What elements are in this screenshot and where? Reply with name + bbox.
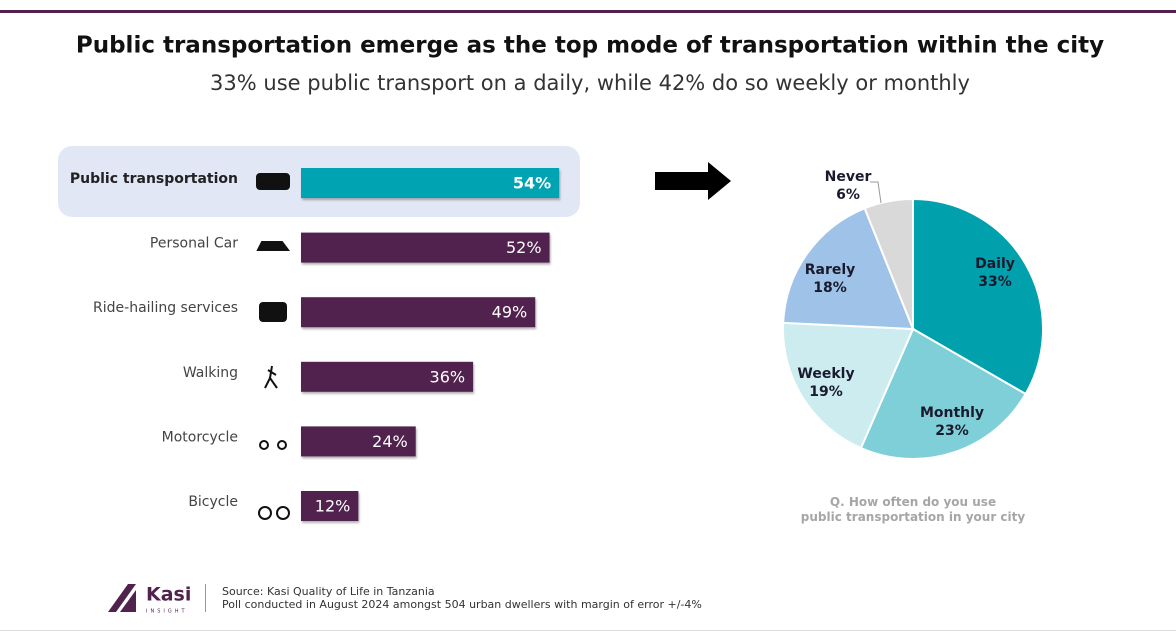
slice-value: 18% (813, 280, 847, 296)
pie-slice (863, 197, 914, 330)
icons (256, 173, 290, 520)
bar-chart: Public transportation 54% Personal Car 52% R… (58, 146, 580, 521)
category-label: Motorcycle (162, 429, 238, 445)
moto-icon (277, 440, 287, 450)
car-icon (256, 241, 290, 251)
bar (301, 297, 536, 328)
bike-icon (276, 506, 290, 520)
pie-slice (782, 321, 915, 450)
category-label: Public transportation (70, 171, 238, 187)
category-label: Walking (183, 365, 238, 381)
slice-label: Weekly (797, 366, 854, 382)
arrow (655, 162, 731, 200)
source: Source: Kasi Quality of Life in Tanzania (222, 585, 435, 598)
bar (301, 491, 359, 521)
pie-slice (782, 207, 915, 331)
taxi-icon (259, 302, 287, 322)
logo-mark (108, 584, 136, 612)
value-label: 36% (430, 367, 466, 386)
bar (301, 168, 560, 198)
value-label: 12% (315, 497, 351, 516)
logo-tagline: INSIGHT (146, 609, 188, 615)
question-note: Q. How often do you use public transporta… (801, 495, 1026, 524)
value-label: 49% (492, 303, 528, 322)
walk-icon (264, 365, 278, 389)
pie-slice (859, 327, 1027, 460)
bus-icon (256, 173, 290, 190)
bar (301, 361, 474, 392)
slice-value: 19% (809, 384, 843, 400)
slice-value: 23% (935, 423, 969, 439)
logo-name: Kasi (146, 584, 191, 606)
subtitle: 33% use public transport on a daily, whi… (210, 71, 970, 95)
slice-value: 33% (978, 274, 1012, 290)
category-label: Ride-hailing services (93, 300, 238, 316)
leader-line (870, 181, 882, 204)
slice-value: 6% (836, 187, 860, 203)
moto-icon (259, 440, 269, 450)
value-label: 52% (506, 238, 542, 257)
pie-chart: Daily 33% Monthly 23% Weekly 19% Rarely 18% Neve… (782, 169, 1044, 524)
title: Public transportation emerge as the top … (76, 33, 1104, 59)
bar (301, 232, 550, 263)
value-label: 54% (513, 174, 551, 193)
slice-label: Daily (975, 256, 1015, 272)
divider (205, 584, 206, 612)
bar (301, 426, 416, 457)
slice-label: Rarely (805, 262, 856, 278)
category-label: Personal Car (150, 236, 238, 252)
top-rule (0, 10, 1176, 13)
bike-icon (258, 506, 272, 520)
bottom-rule (0, 630, 1176, 631)
source: Poll conducted in August 2024 amongst 50… (222, 598, 702, 611)
slice-label: Monthly (920, 405, 984, 421)
category-label: Bicycle (188, 494, 238, 510)
value-label: 24% (372, 432, 408, 451)
pie-slice (912, 197, 1044, 396)
slice-label: Never (825, 169, 872, 185)
